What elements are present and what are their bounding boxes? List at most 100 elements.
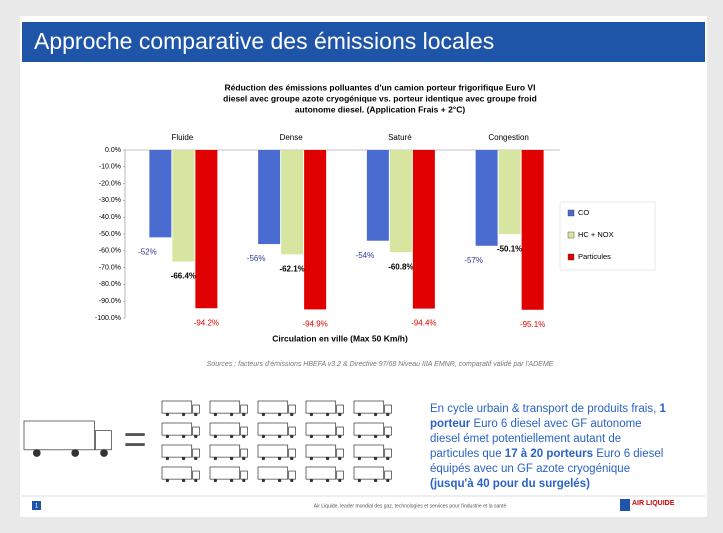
note-text: porteur — [430, 418, 470, 430]
truck-cab — [241, 427, 248, 435]
truck-wheel — [338, 435, 341, 438]
value-label: -62.1% — [279, 264, 304, 273]
note-line: porteur Euro 6 diesel avec GF autonome — [430, 417, 723, 432]
truck-box — [210, 401, 240, 413]
footer-text: Air Liquide, leader mondial des gaz, tec… — [314, 503, 507, 509]
value-label: -94.4% — [411, 319, 436, 328]
truck-wheel — [182, 435, 185, 438]
bar — [172, 150, 194, 262]
value-label: -95.1% — [520, 320, 545, 329]
truck-wheel — [242, 457, 245, 460]
logo-text: AIR LIQUIDE — [632, 500, 675, 507]
truck-wheel — [386, 479, 389, 482]
truck-wheel — [194, 479, 197, 482]
truck-cab — [241, 405, 248, 413]
truck-wheel — [386, 413, 389, 416]
truck-cab — [337, 471, 344, 479]
truck-wheel — [182, 413, 185, 416]
truck-wheel — [242, 435, 245, 438]
truck-wheel — [386, 457, 389, 460]
note-text: Euro 6 diesel avec GF autonome — [470, 418, 641, 430]
truck-box — [210, 445, 240, 457]
truck-wheel — [33, 449, 41, 457]
truck-cab — [241, 449, 248, 457]
truck-box — [306, 401, 336, 413]
truck-wheel — [262, 435, 265, 438]
note-text: diesel émet potentiellement autant de — [430, 433, 621, 445]
x-axis-label: Circulation en ville (Max 50 Km/h) — [272, 333, 408, 343]
truck-box — [210, 467, 240, 479]
bar — [258, 150, 280, 244]
bar — [476, 150, 498, 246]
truck-wheel — [71, 449, 79, 457]
note-text: Euro 6 diesel — [593, 448, 663, 460]
truck-wheel — [166, 413, 169, 416]
note-text: particules que — [430, 448, 505, 460]
legend-label: HC + NOX — [578, 230, 614, 239]
category-label: Fluide — [171, 133, 193, 142]
truck-wheel — [262, 479, 265, 482]
bar — [499, 150, 521, 234]
bar — [522, 150, 544, 310]
truck-wheel — [182, 457, 185, 460]
truck-wheel — [214, 413, 217, 416]
truck-wheel — [358, 435, 361, 438]
legend-swatch — [568, 210, 574, 216]
truck-wheel — [326, 435, 329, 438]
y-tick-label: -70.0% — [99, 264, 121, 271]
y-tick-label: -30.0% — [99, 197, 121, 204]
y-tick-label: -40.0% — [99, 214, 121, 221]
note-text: équipés avec un GF azote cryogénique — [430, 463, 630, 475]
value-label: -57% — [464, 256, 483, 265]
truck-cab — [193, 449, 200, 457]
truck-cab — [241, 471, 248, 479]
bar — [281, 150, 303, 254]
truck-wheel — [338, 457, 341, 460]
equals-sign: = — [123, 418, 146, 462]
truck-wheel — [374, 435, 377, 438]
note-line: diesel émet potentiellement autant de — [430, 432, 723, 447]
truck-wheel — [290, 435, 293, 438]
truck-wheel — [214, 457, 217, 460]
truck-wheel — [262, 457, 265, 460]
note-line: (jusqu'à 40 pour du surgelés) — [430, 477, 723, 492]
truck-wheel — [242, 479, 245, 482]
value-label: -60.8% — [388, 262, 413, 271]
truck-wheel — [290, 479, 293, 482]
truck-wheel — [310, 457, 313, 460]
truck-cab — [385, 427, 392, 435]
y-tick-label: -90.0% — [99, 298, 121, 305]
truck-box — [306, 423, 336, 435]
slide: Approche comparative des émissions local… — [20, 16, 707, 517]
truck-wheel — [230, 413, 233, 416]
truck-wheel — [182, 479, 185, 482]
logo-mark — [620, 499, 630, 511]
truck-box — [210, 423, 240, 435]
truck-cab — [385, 471, 392, 479]
truck-box — [306, 445, 336, 457]
truck-wheel — [214, 435, 217, 438]
truck-wheel — [358, 413, 361, 416]
bar — [367, 150, 389, 241]
value-label: -56% — [247, 254, 266, 263]
truck-wheel — [278, 413, 281, 416]
truck-wheel — [386, 435, 389, 438]
truck-box — [162, 401, 192, 413]
value-label: -66.4% — [171, 272, 196, 281]
truck-wheel — [230, 457, 233, 460]
truck-wheel — [358, 479, 361, 482]
chart-title: diesel avec groupe azote cryogénique vs.… — [223, 93, 537, 103]
slide-title: Approche comparative des émissions local… — [34, 28, 494, 54]
truck-cab — [193, 471, 200, 479]
truck-wheel — [194, 413, 197, 416]
note-text: 1 — [659, 403, 665, 415]
value-label: -54% — [356, 251, 375, 260]
y-tick-label: 0.0% — [105, 147, 121, 154]
y-tick-label: -100.0% — [95, 315, 121, 322]
note-line: particules que 17 à 20 porteurs Euro 6 d… — [430, 447, 723, 462]
bar — [195, 150, 217, 308]
truck-wheel — [338, 413, 341, 416]
legend-label: Particules — [578, 252, 611, 261]
note-line: équipés avec un GF azote cryogénique — [430, 462, 723, 477]
category-label: Congestion — [488, 133, 528, 142]
